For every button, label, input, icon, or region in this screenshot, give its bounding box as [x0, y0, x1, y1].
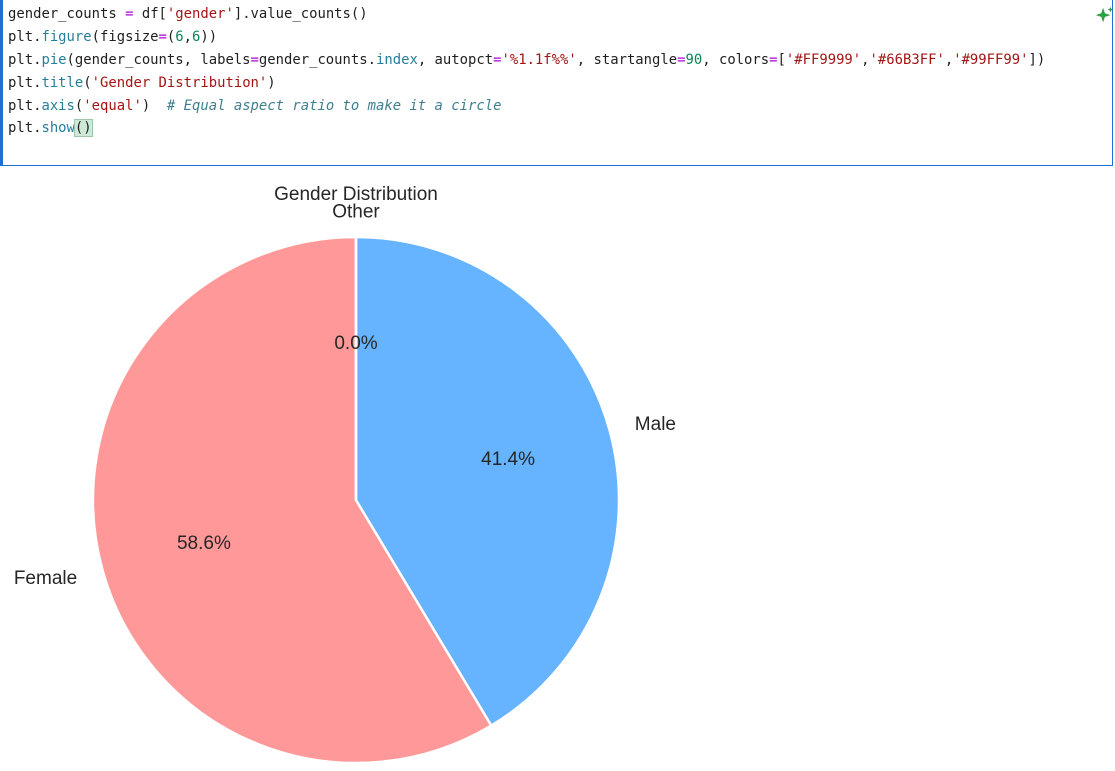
code-token: 'equal' [83, 97, 142, 114]
code-line: plt.show() [8, 117, 1045, 140]
code-token: ( [74, 97, 84, 114]
code-token: df[ [133, 6, 167, 22]
code-token: = [769, 51, 778, 68]
code-line: plt.pie(gender_counts, labels=gender_cou… [8, 49, 1045, 72]
pct-label-male: 41.4% [481, 449, 535, 470]
code-cell[interactable]: gender_counts = df['gender'].value_count… [0, 0, 1115, 166]
code-token: 6 [175, 28, 184, 45]
code-token: figure [41, 28, 92, 45]
code-token: plt. [8, 120, 42, 137]
code-token: ) [267, 74, 276, 91]
code-token: plt. [8, 51, 42, 68]
code-token: plt. [8, 74, 42, 91]
code-token: ]) [1028, 51, 1046, 68]
code-token: = [250, 51, 259, 68]
code-token: )) [200, 28, 218, 45]
sparkle-icon[interactable] [1093, 5, 1115, 27]
code-token: plt. [8, 97, 42, 114]
code-token: 'gender' [166, 6, 234, 22]
slice-label-female: Female [14, 568, 77, 589]
code-token: '%1.1f%%' [501, 51, 577, 68]
code-token: = [158, 28, 167, 45]
code-token: '#FF9999' [785, 51, 862, 68]
cell-output: Gender Distribution Female 58.6% Male 41.4%… [0, 167, 1115, 771]
code-token: = [677, 51, 686, 68]
code-token: '#99FF99' [953, 51, 1029, 68]
code-token: ( [83, 74, 92, 91]
pct-label-other: 0.0% [334, 333, 377, 354]
code-token: pie [41, 51, 67, 68]
code-token: axis [41, 97, 75, 114]
code-token: , [183, 28, 193, 45]
code-token: gender_counts [8, 6, 126, 22]
code-token: title [41, 74, 84, 91]
code-token: , [944, 51, 954, 68]
code-token: index [376, 51, 418, 68]
code-token: # Equal aspect ratio to make it a circle [166, 97, 502, 114]
code-token: , startangle [576, 51, 678, 68]
code-line: plt.title('Gender Distribution') [8, 72, 1045, 95]
code-token: 6 [192, 28, 201, 45]
pct-label-female: 58.6% [177, 533, 231, 554]
slice-label-male: Male [635, 414, 676, 435]
chart-title: Gender Distribution [274, 184, 438, 205]
code-token: ) [141, 97, 167, 114]
code-line: plt.figure(figsize=(6,6)) [8, 26, 1045, 49]
code-token: ].value_counts() [233, 6, 368, 22]
code-token: = [493, 51, 502, 68]
code-token: 90 [685, 51, 703, 68]
code-token: gender_counts. [258, 51, 376, 68]
code-token: (figsize [91, 28, 159, 45]
code-token: [ [777, 51, 786, 68]
pie-chart: Gender Distribution Female 58.6% Male 41.4%… [14, 184, 676, 765]
pie-slice-female [91, 235, 494, 765]
code-token: () [73, 119, 93, 138]
code-token: = [125, 6, 134, 22]
code-line: plt.axis('equal') # Equal aspect ratio t… [8, 95, 1045, 118]
code-token: plt. [8, 28, 42, 45]
code-token: (gender_counts, labels [66, 51, 251, 68]
code-editor[interactable]: gender_counts = df['gender'].value_count… [8, 3, 1045, 140]
code-token: ( [166, 28, 176, 45]
code-token: , colors [702, 51, 770, 68]
code-token: 'Gender Distribution' [91, 74, 268, 91]
pie-slice-male [354, 235, 621, 728]
code-token: , [861, 51, 870, 68]
code-token: , autopct [417, 51, 494, 68]
slice-label-other: Other [332, 202, 380, 223]
code-token: '#66B3FF' [869, 51, 945, 68]
code-line: gender_counts = df['gender'].value_count… [8, 3, 1045, 26]
code-token: show [41, 120, 75, 137]
